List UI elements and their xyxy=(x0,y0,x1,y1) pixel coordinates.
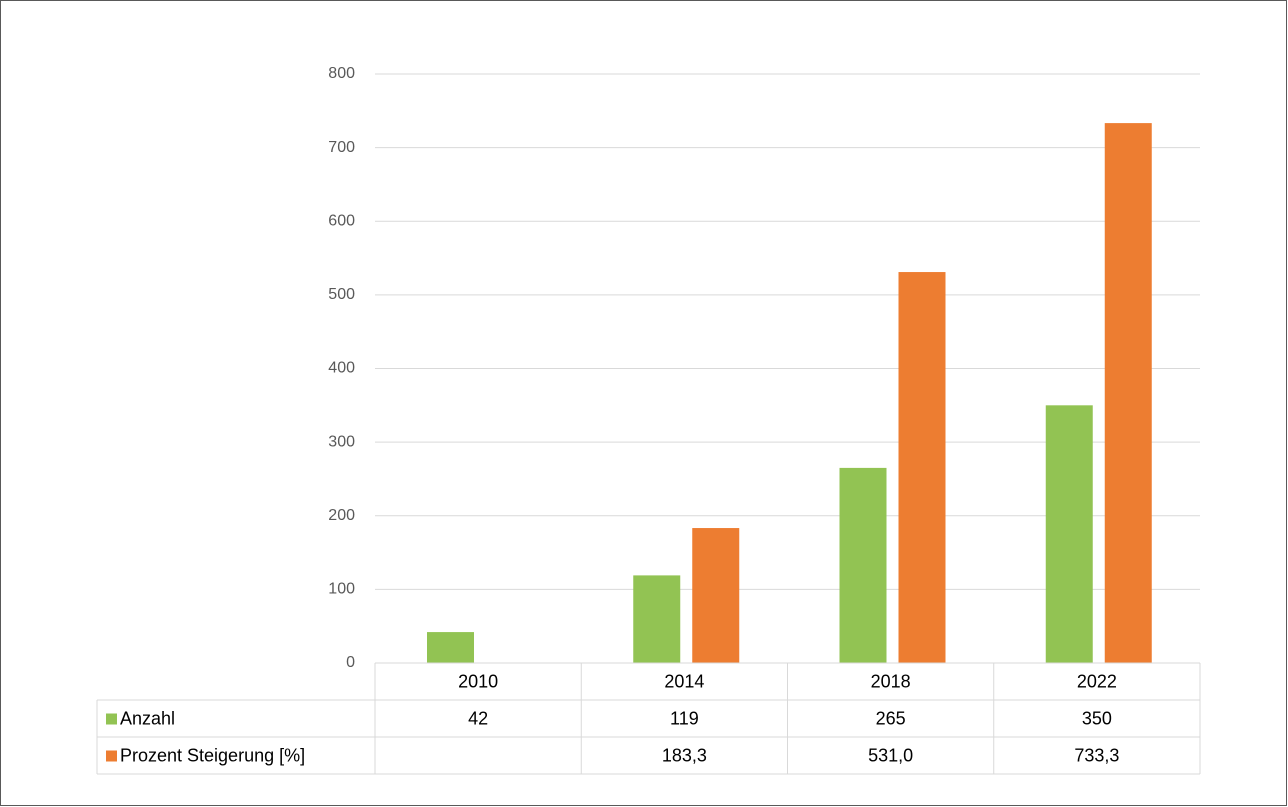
table-value: 350 xyxy=(1082,708,1112,728)
legend-swatch xyxy=(106,750,117,762)
table-value: 531,0 xyxy=(868,745,913,765)
y-tick-label: 100 xyxy=(328,581,355,598)
bar xyxy=(427,632,474,663)
x-tick-label: 2010 xyxy=(458,671,498,691)
y-tick-label: 200 xyxy=(328,507,355,524)
table-value: 733,3 xyxy=(1074,745,1119,765)
x-tick-label: 2018 xyxy=(871,671,911,691)
x-tick-label: 2014 xyxy=(664,671,704,691)
y-tick-label: 800 xyxy=(328,65,355,82)
y-tick-label: 500 xyxy=(328,286,355,303)
x-tick-label: 2022 xyxy=(1077,671,1117,691)
bar xyxy=(1045,405,1093,663)
bar xyxy=(839,467,887,663)
y-tick-label: 0 xyxy=(346,654,355,671)
table-value: 119 xyxy=(670,708,699,728)
legend-label: Anzahl xyxy=(120,708,175,728)
legend-label: Prozent Steigerung [%] xyxy=(120,745,305,765)
table-value: 265 xyxy=(876,708,906,728)
y-tick-label: 400 xyxy=(328,360,355,377)
bar xyxy=(898,272,946,663)
y-tick-label: 700 xyxy=(328,139,355,156)
y-tick-label: 600 xyxy=(328,212,355,229)
bar xyxy=(633,575,681,663)
bar xyxy=(1104,123,1152,664)
table-value: 42 xyxy=(468,708,488,728)
y-tick-label: 300 xyxy=(328,433,355,450)
table-value: 183,3 xyxy=(662,745,707,765)
bar xyxy=(692,528,740,663)
legend-swatch xyxy=(106,713,117,725)
